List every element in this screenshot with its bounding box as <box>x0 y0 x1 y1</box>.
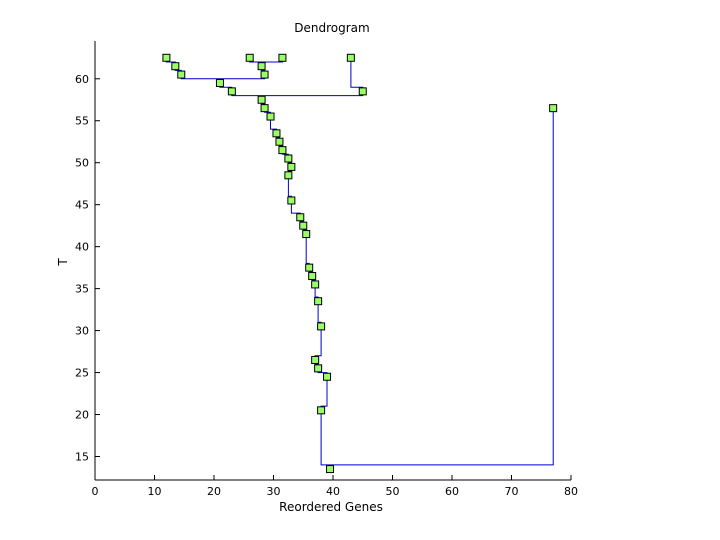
x-tick-label-4: 40 <box>326 485 340 498</box>
y-tick-label-9: 60 <box>75 73 89 86</box>
y-tick-label-1: 20 <box>75 409 89 422</box>
dendrogram-link-31 <box>320 376 328 411</box>
leaf-marker-9 <box>227 87 236 96</box>
leaf-marker-1 <box>245 53 254 62</box>
x-tick-label-3: 30 <box>267 485 281 498</box>
leaf-marker-8 <box>215 78 224 87</box>
plot-area <box>94 41 571 481</box>
y-tick-label-0: 15 <box>75 450 89 463</box>
leaf-marker-20 <box>284 171 293 180</box>
dendrogram-link-23 <box>305 234 310 268</box>
y-axis-ticks: 15 20 25 30 35 40 45 50 55 60 <box>75 73 100 463</box>
x-axis-ticks: 0 10 20 30 40 50 60 70 80 <box>92 475 578 498</box>
leaf-marker-13 <box>260 104 269 113</box>
leaf-marker-5 <box>257 62 266 71</box>
leaf-marker-24 <box>302 230 311 239</box>
leaf-marker-21 <box>287 196 296 205</box>
leaf-marker-17 <box>278 146 287 155</box>
leaf-marker-34 <box>326 465 335 474</box>
leaf-marker-10 <box>358 87 367 96</box>
leaf-marker-30 <box>311 355 320 364</box>
y-tick-label-3: 30 <box>75 325 89 338</box>
leaf-marker-0 <box>162 53 171 62</box>
x-tick-label-1: 10 <box>148 485 162 498</box>
x-tick-label-0: 0 <box>92 485 99 498</box>
leaf-marker-27 <box>311 280 320 289</box>
y-axis-label: T <box>56 258 70 267</box>
y-tick-label-7: 50 <box>75 157 89 170</box>
x-tick-label-6: 60 <box>445 485 459 498</box>
leaf-marker-31 <box>314 364 323 373</box>
leaf-marker-6 <box>177 70 186 79</box>
leaf-marker-25 <box>305 263 314 272</box>
leaf-marker-32 <box>323 372 332 381</box>
leaf-markers <box>162 53 558 474</box>
leaf-marker-14 <box>266 112 275 121</box>
leaf-marker-26 <box>308 272 317 281</box>
dendrogram-link-2 <box>249 57 283 63</box>
x-tick-label-8: 80 <box>564 485 578 498</box>
leaf-marker-28 <box>314 297 323 306</box>
dendrogram-link-8 <box>350 57 364 92</box>
leaf-marker-3 <box>346 53 355 62</box>
dendrogram-link-9 <box>231 91 364 97</box>
dendrogram-links <box>165 57 554 470</box>
dendrogram-link-28 <box>314 326 322 360</box>
x-tick-label-5: 50 <box>386 485 400 498</box>
dendrogram-link-32 <box>320 108 554 466</box>
leaf-marker-15 <box>272 129 281 138</box>
x-tick-label-7: 70 <box>505 485 519 498</box>
leaf-marker-2 <box>278 53 287 62</box>
leaf-marker-23 <box>299 221 308 230</box>
leaf-marker-11 <box>257 95 266 104</box>
y-tick-label-4: 35 <box>75 283 89 296</box>
y-tick-label-6: 45 <box>75 199 89 212</box>
leaf-marker-7 <box>260 70 269 79</box>
x-tick-label-2: 20 <box>207 485 221 498</box>
leaf-marker-4 <box>171 62 180 71</box>
y-tick-label-5: 40 <box>75 241 89 254</box>
leaf-marker-12 <box>549 104 558 113</box>
leaf-marker-22 <box>296 213 305 222</box>
dendrogram-link-5 <box>180 74 266 80</box>
leaf-marker-29 <box>317 322 326 331</box>
chart-title: Dendrogram <box>294 21 369 35</box>
leaf-marker-16 <box>275 137 284 146</box>
leaf-marker-18 <box>284 154 293 163</box>
x-axis-label: Reordered Genes <box>279 500 383 514</box>
leaf-marker-19 <box>287 162 296 171</box>
leaf-marker-33 <box>317 406 326 415</box>
y-tick-label-8: 55 <box>75 115 89 128</box>
y-tick-label-2: 25 <box>75 367 89 380</box>
